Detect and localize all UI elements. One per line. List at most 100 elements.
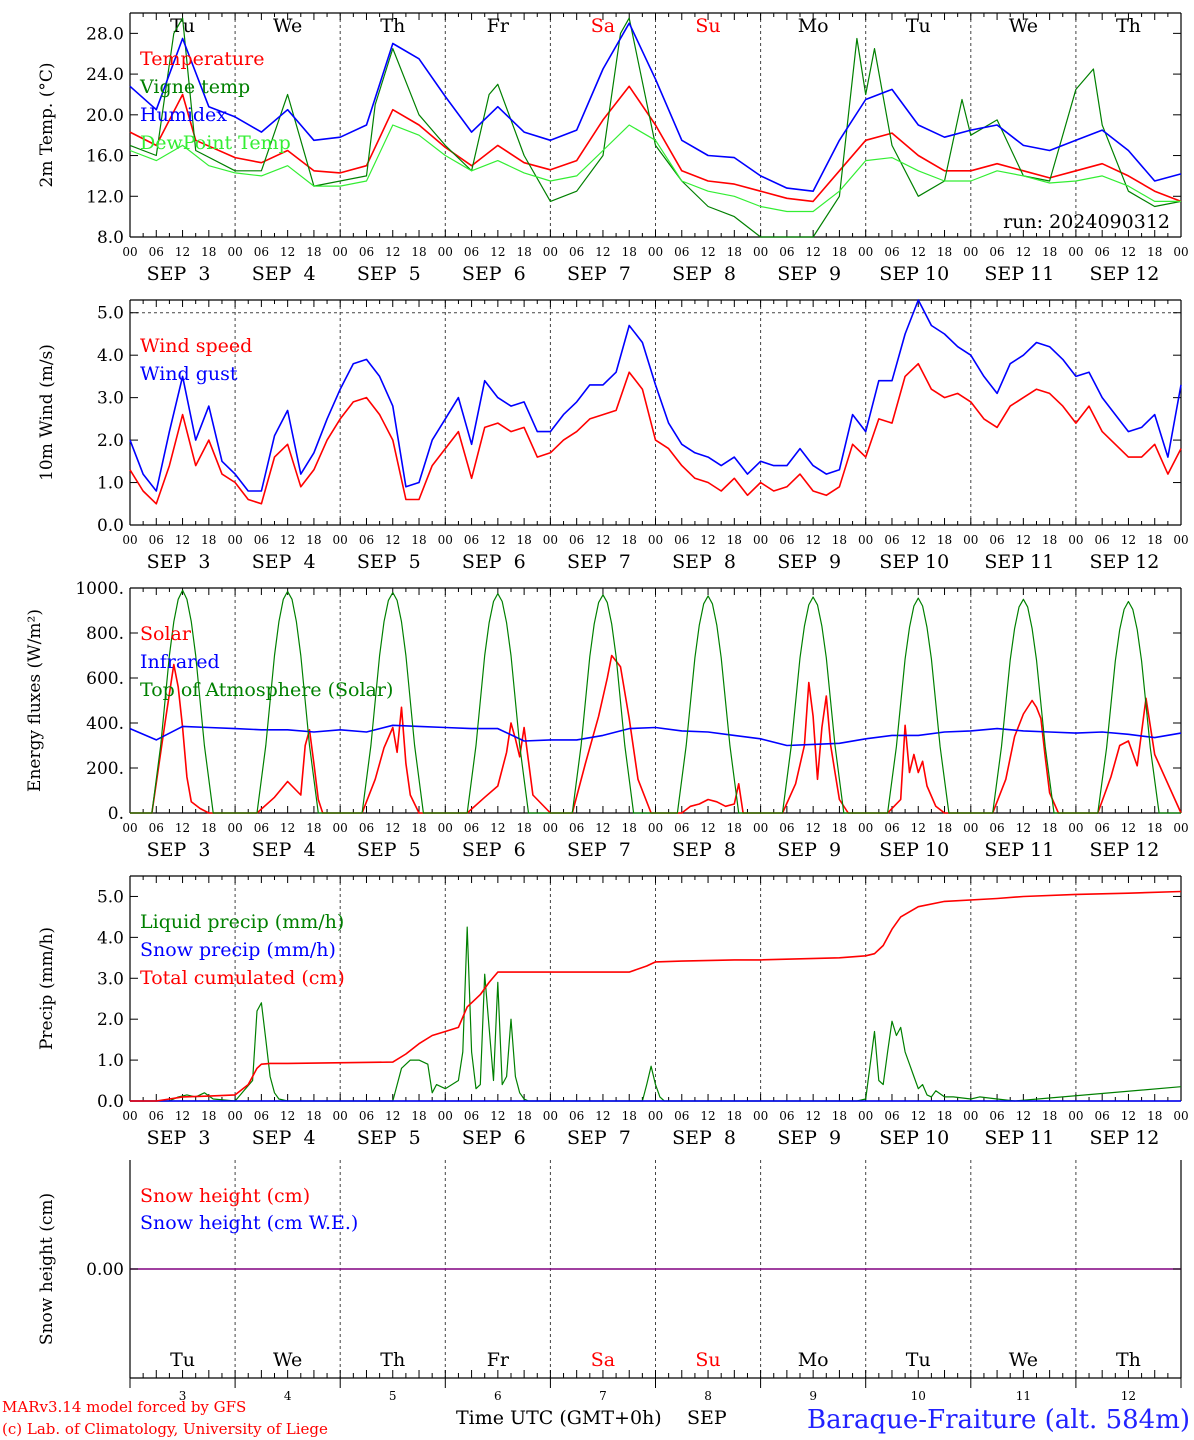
legend-entry: Solar — [140, 623, 192, 645]
hour-label: 06 — [674, 1109, 689, 1123]
hour-label: 00 — [122, 821, 137, 835]
date-label: SEP 7 — [567, 551, 631, 573]
series-line-infrared — [129, 724, 1182, 747]
date-label: SEP 9 — [777, 551, 841, 573]
weekday-label: We — [273, 1349, 302, 1371]
hour-label: 12 — [806, 1109, 821, 1123]
hour-label: 18 — [832, 821, 847, 835]
hour-label: 00 — [1068, 1109, 1083, 1123]
hour-label: 00 — [753, 533, 768, 547]
hour-label: 06 — [254, 533, 269, 547]
y-tick-label: 20.0 — [86, 106, 124, 126]
y-tick-label: 0.0 — [97, 1092, 124, 1112]
y-tick-label: 600. — [86, 669, 124, 689]
weekday-label: We — [1009, 15, 1038, 37]
hour-label: 06 — [464, 821, 479, 835]
hour-label: 00 — [227, 821, 242, 835]
hour-label: 00 — [333, 1109, 348, 1123]
hour-label: 06 — [1095, 245, 1110, 259]
hour-label: 00 — [227, 245, 242, 259]
date-label: SEP 5 — [357, 263, 421, 285]
date-label: SEP 4 — [252, 263, 316, 285]
hour-label: 18 — [201, 821, 216, 835]
hour-label: 12 — [595, 245, 610, 259]
y-tick-label: 12.0 — [86, 187, 124, 207]
day-number-label: 10 — [911, 1389, 926, 1403]
date-label: SEP 3 — [147, 551, 211, 573]
hour-label: 12 — [490, 821, 505, 835]
y-tick-label: 5.0 — [97, 304, 124, 324]
hour-label: 06 — [779, 1109, 794, 1123]
weekday-label: Th — [380, 15, 405, 37]
y-tick-label: 200. — [86, 759, 124, 779]
hour-label: 18 — [201, 1109, 216, 1123]
y-tick-label: 800. — [86, 624, 124, 644]
hour-label: 18 — [727, 533, 742, 547]
hour-label: 18 — [622, 1109, 637, 1123]
date-label: SEP 6 — [462, 839, 526, 861]
y-axis-title: 10m Wind (m/s) — [37, 344, 57, 481]
hour-label: 00 — [438, 821, 453, 835]
y-tick-label: 24.0 — [86, 65, 124, 85]
hour-label: 00 — [963, 533, 978, 547]
day-number-label: 7 — [599, 1389, 607, 1403]
weekday-label: Su — [695, 15, 720, 37]
date-label: SEP 5 — [357, 1127, 421, 1149]
hour-label: 06 — [149, 1109, 164, 1123]
date-label: SEP 10 — [879, 839, 949, 861]
hour-label: 12 — [385, 1109, 400, 1123]
y-tick-label: 1000. — [75, 579, 124, 599]
hour-label: 12 — [595, 533, 610, 547]
hour-label: 12 — [490, 1109, 505, 1123]
hour-label: 06 — [779, 821, 794, 835]
hour-label: 00 — [1068, 533, 1083, 547]
date-label: SEP 12 — [1090, 263, 1160, 285]
date-label: SEP 7 — [567, 263, 631, 285]
legend-entry: Snow height (cm W.E.) — [140, 1212, 358, 1234]
hour-label: 06 — [149, 245, 164, 259]
weekday-label: Mo — [798, 1349, 829, 1371]
weekday-label: Th — [1116, 15, 1141, 37]
legend-entry: Top of Atmosphere (Solar) — [140, 679, 393, 701]
day-number-label: 4 — [284, 1389, 292, 1403]
y-tick-label: 3.0 — [97, 969, 124, 989]
hour-label: 00 — [648, 245, 663, 259]
hour-label: 00 — [1068, 821, 1083, 835]
hour-label: 00 — [438, 533, 453, 547]
series-line-liquid-precip-mm-h- — [130, 926, 1182, 1102]
chart-panel-4: 0.0 1.0 2.0 3.0 4.0 5.0 Precip (mm/h) 00 06 12 18 0… — [37, 875, 1189, 1149]
chart-panel-1: 8.0 12.0 16.0 20.0 24.0 28.0 2m Temp. (°C) 00 06… — [37, 12, 1189, 285]
hour-label: 06 — [359, 533, 374, 547]
hour-label: 12 — [700, 1109, 715, 1123]
hour-label: 06 — [569, 821, 584, 835]
hour-label: 06 — [989, 533, 1004, 547]
legend-entry: Vigne temp — [139, 76, 250, 98]
hour-label: 00 — [438, 245, 453, 259]
hour-label: 06 — [884, 245, 899, 259]
hour-label: 12 — [1016, 533, 1031, 547]
hour-label: 12 — [280, 245, 295, 259]
hour-label: 12 — [1016, 821, 1031, 835]
hour-label: 18 — [622, 533, 637, 547]
day-number-label: 8 — [704, 1389, 712, 1403]
date-label: SEP 8 — [672, 263, 736, 285]
month-label: SEP — [687, 1407, 727, 1429]
hour-label: 06 — [674, 533, 689, 547]
hour-label: 18 — [1147, 245, 1162, 259]
hour-label: 06 — [464, 245, 479, 259]
hour-label: 18 — [937, 821, 952, 835]
hour-label: 00 — [543, 533, 558, 547]
date-label: SEP 3 — [147, 1127, 211, 1149]
hour-label: 18 — [516, 821, 531, 835]
hour-label: 00 — [753, 245, 768, 259]
hour-label: 12 — [385, 821, 400, 835]
hour-label: 18 — [727, 821, 742, 835]
hour-label: 12 — [1121, 245, 1136, 259]
hour-label: 00 — [543, 1109, 558, 1123]
hour-label: 12 — [490, 533, 505, 547]
hour-label: 18 — [1042, 821, 1057, 835]
hour-label: 06 — [254, 821, 269, 835]
hour-label: 06 — [674, 821, 689, 835]
hour-label: 00 — [438, 1109, 453, 1123]
legend-entry: Total cumulated (cm) — [140, 967, 345, 989]
